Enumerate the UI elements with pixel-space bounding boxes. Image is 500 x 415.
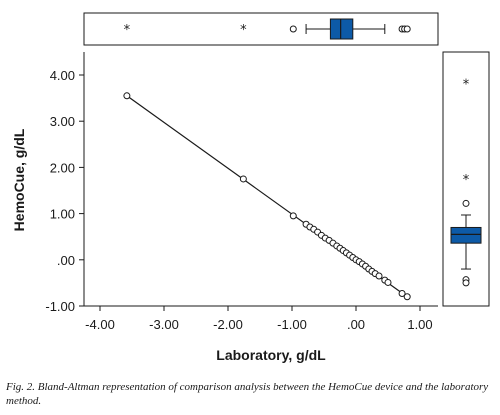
y-tick-label: 3.00	[50, 114, 75, 129]
top-outlier-circle	[403, 25, 411, 33]
y-axis-title: HemoCue, g/dL	[11, 128, 27, 231]
bland-altman-chart: -4.00 -3.00 -2.00 -1.00 .00 1.00 4.00 3.00 2.00…	[11, 12, 490, 363]
top-boxplot-marks: * *	[124, 18, 411, 40]
top-outlier-star: *	[124, 23, 131, 38]
x-axis-ticks: -4.00 -3.00 -2.00 -1.00 .00 1.00	[85, 306, 433, 332]
y-tick-label: 1.00	[50, 207, 75, 222]
data-point	[398, 290, 406, 298]
x-tick-label: -1.00	[277, 317, 307, 332]
top-outlier-star: *	[240, 23, 247, 38]
x-tick-label: -4.00	[85, 317, 115, 332]
right-outlier-star: *	[463, 173, 470, 188]
data-point	[289, 212, 297, 220]
x-tick-label: -2.00	[213, 317, 243, 332]
y-tick-label: .00	[57, 253, 75, 268]
right-boxplot-frame	[442, 51, 490, 307]
figure-caption: Fig. 2. Bland-Altman representation of c…	[6, 381, 489, 407]
x-tick-label: -3.00	[149, 317, 179, 332]
y-axis-ticks: 4.00 3.00 2.00 1.00 .00 -1.00	[45, 68, 84, 314]
x-tick-label: .00	[347, 317, 365, 332]
x-tick-label: 1.00	[407, 317, 432, 332]
top-boxplot-frame	[83, 12, 439, 46]
right-box	[450, 226, 482, 244]
x-axis-title: Laboratory, g/dL	[216, 347, 326, 363]
data-point	[375, 272, 383, 280]
data-point	[403, 293, 411, 301]
plot-axes	[83, 52, 438, 307]
y-tick-label: 2.00	[50, 160, 75, 175]
right-outlier-star: *	[463, 77, 470, 92]
right-marginal-boxplot	[442, 51, 490, 307]
right-boxplot-marks: **	[450, 77, 482, 287]
right-outlier-circle	[462, 199, 470, 207]
right-outlier-circle	[462, 279, 470, 287]
top-outlier-circle	[289, 25, 297, 33]
data-point	[239, 175, 247, 183]
y-tick-label: 4.00	[50, 68, 75, 83]
top-box	[329, 18, 354, 40]
top-marginal-boxplot	[83, 12, 439, 46]
data-point	[123, 92, 131, 100]
y-tick-label: -1.00	[45, 299, 75, 314]
data-points	[123, 92, 411, 301]
data-point	[384, 278, 392, 286]
